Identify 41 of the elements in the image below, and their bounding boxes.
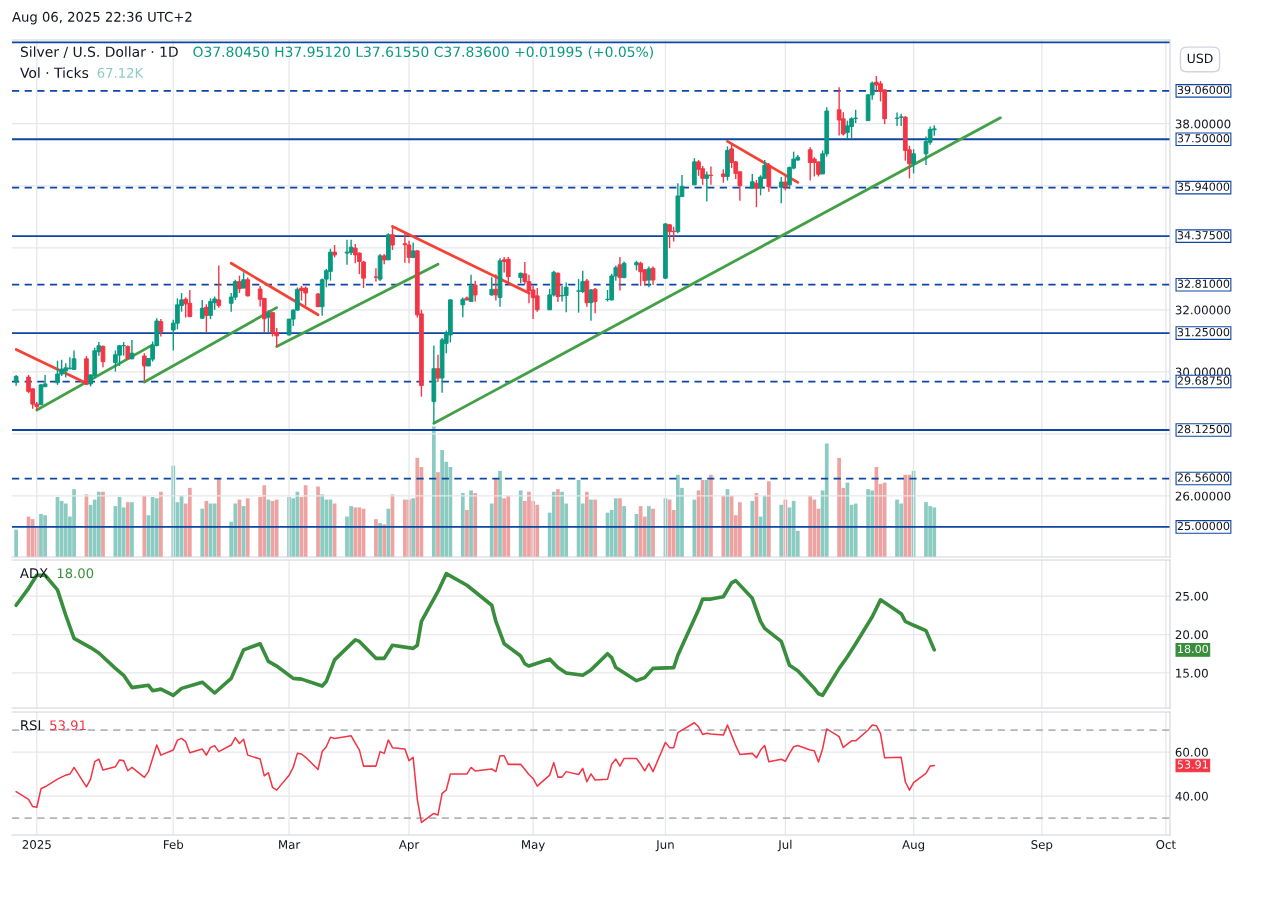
x-tick-label: Aug <box>902 840 925 852</box>
ref-line-label: 31.25000 <box>1177 327 1230 337</box>
y-tick-label: 40.00 <box>1175 791 1208 801</box>
text: 18.00 <box>1178 644 1209 654</box>
ref-line-label: 28.12500 <box>1177 424 1230 434</box>
x-tick-label: Sep <box>1031 840 1053 852</box>
x-tick-label: May <box>522 840 545 852</box>
y-tick-label: 26.00000 <box>1175 491 1231 501</box>
ref-line-label: 29.68750 <box>1177 376 1230 385</box>
text: RSI <box>21 720 41 731</box>
y-tick-label: 15.00 <box>1176 668 1208 678</box>
x-tick-label: Apr <box>398 840 420 852</box>
x-tick-label: Jul <box>777 839 792 852</box>
ref-line-label: 34.37500 <box>1177 230 1230 240</box>
chart-title: Vol · Ticks <box>20 67 89 79</box>
y-tick-label: 32.00000 <box>1175 305 1231 315</box>
y-tick-label: 38.00000 <box>1175 119 1231 129</box>
x-tick-label: Feb <box>164 839 184 849</box>
annotation: 53.91 <box>50 720 86 731</box>
y-axis-title: USD <box>1187 53 1213 64</box>
ref-line-label: 35.94000 <box>1177 182 1230 191</box>
ref-line-label: 37.50000 <box>1177 134 1230 143</box>
ref-line-label: 32.81000 <box>1177 279 1230 288</box>
annotation: 67.12K <box>97 67 144 78</box>
text: Aug 06, 2025 22:36 UTC+2 <box>12 11 192 25</box>
x-tick-label: Jun <box>655 840 674 852</box>
ref-line-label: 39.06000 <box>1177 85 1230 95</box>
ref-line-label: 25.00000 <box>1177 521 1230 531</box>
series-label: ADX <box>20 568 48 578</box>
chart-title: Silver / U.S. Dollar · 1D <box>20 46 178 59</box>
annotation: 18.00 <box>57 568 94 579</box>
y-tick-label: 60.00 <box>1175 747 1208 757</box>
y-tick-label: 20.00 <box>1175 630 1208 640</box>
y-tick-label: 25.00 <box>1175 591 1208 601</box>
x-tick-label: Mar <box>279 840 301 849</box>
x-tick-label: Oct <box>1156 840 1176 849</box>
x-tick-label: 2025 <box>22 840 51 849</box>
y-tick-label: 30.00000 <box>1175 367 1231 377</box>
chart-subtitle: O37.80450 H37.95120 L37.61550 C37.83600 +0.01995 (+0.05%) <box>193 46 653 59</box>
ref-line-label: 26.56000 <box>1177 473 1230 482</box>
text: 53.91 <box>1177 760 1208 769</box>
